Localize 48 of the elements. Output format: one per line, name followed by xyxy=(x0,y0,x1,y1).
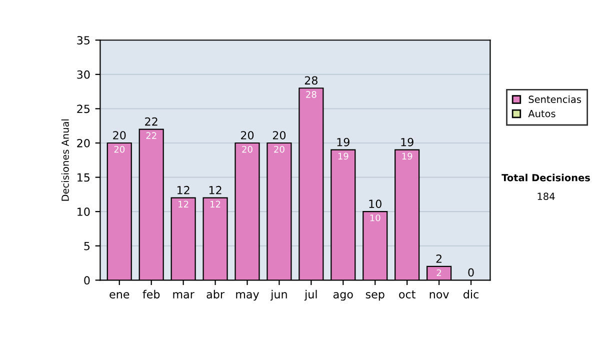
y-tick-label: 0 xyxy=(84,276,90,285)
data-label: 20 xyxy=(242,146,252,153)
total-label: 19 xyxy=(401,138,414,146)
x-tick-label: sep xyxy=(366,292,384,301)
y-tick-label: 35 xyxy=(77,36,90,44)
total-label: 0 xyxy=(468,268,474,277)
text: Total Decisiones xyxy=(502,174,590,182)
data-label: 2 xyxy=(436,269,442,276)
total-label: 20 xyxy=(240,131,254,140)
data-label: 12 xyxy=(178,200,188,208)
y-tick-label: 15 xyxy=(78,173,90,182)
total-label: 19 xyxy=(337,138,350,146)
data-label: 20 xyxy=(114,146,125,153)
x-tick-label: dic xyxy=(464,290,478,298)
total-label: 2 xyxy=(436,254,442,263)
x-tick-label: jun xyxy=(270,290,287,301)
y-tick-label: 25 xyxy=(77,104,90,114)
data-label: 28 xyxy=(306,91,316,98)
x-tick-label: abr xyxy=(206,290,224,298)
y-tick-label: 20 xyxy=(77,138,90,148)
data-label: 10 xyxy=(370,214,380,222)
total-label: 10 xyxy=(369,200,382,208)
legend-label: Sentencias xyxy=(528,95,582,104)
total-label: 28 xyxy=(304,76,318,85)
data-label: 22 xyxy=(146,132,156,139)
total-label: 12 xyxy=(177,186,190,194)
y-tick-label: 30 xyxy=(77,70,90,79)
data-label: 19 xyxy=(338,152,348,160)
x-tick-label: jul xyxy=(304,290,317,301)
x-tick-label: ene xyxy=(110,292,130,298)
y-tick-label: 10 xyxy=(78,208,90,216)
total-label: 22 xyxy=(145,117,158,126)
total-label: 20 xyxy=(272,131,286,140)
y-axis-title: Decisiones Anual xyxy=(61,119,69,201)
data-label: 20 xyxy=(274,146,284,153)
total-label: 12 xyxy=(209,186,222,194)
data-label: 19 xyxy=(402,152,412,160)
x-tick-label: ago xyxy=(333,292,353,301)
y-tick-label: 5 xyxy=(84,242,90,250)
x-tick-label: oct xyxy=(399,290,416,298)
data-label: 12 xyxy=(210,200,220,208)
total-label: 20 xyxy=(113,131,126,140)
legend-label: Autos xyxy=(528,110,556,118)
x-tick-label: feb xyxy=(142,290,160,298)
x-tick-label: nov xyxy=(430,292,449,298)
text: 184 xyxy=(538,192,555,200)
x-tick-label: may xyxy=(236,292,260,301)
x-tick-label: mar xyxy=(173,292,194,298)
